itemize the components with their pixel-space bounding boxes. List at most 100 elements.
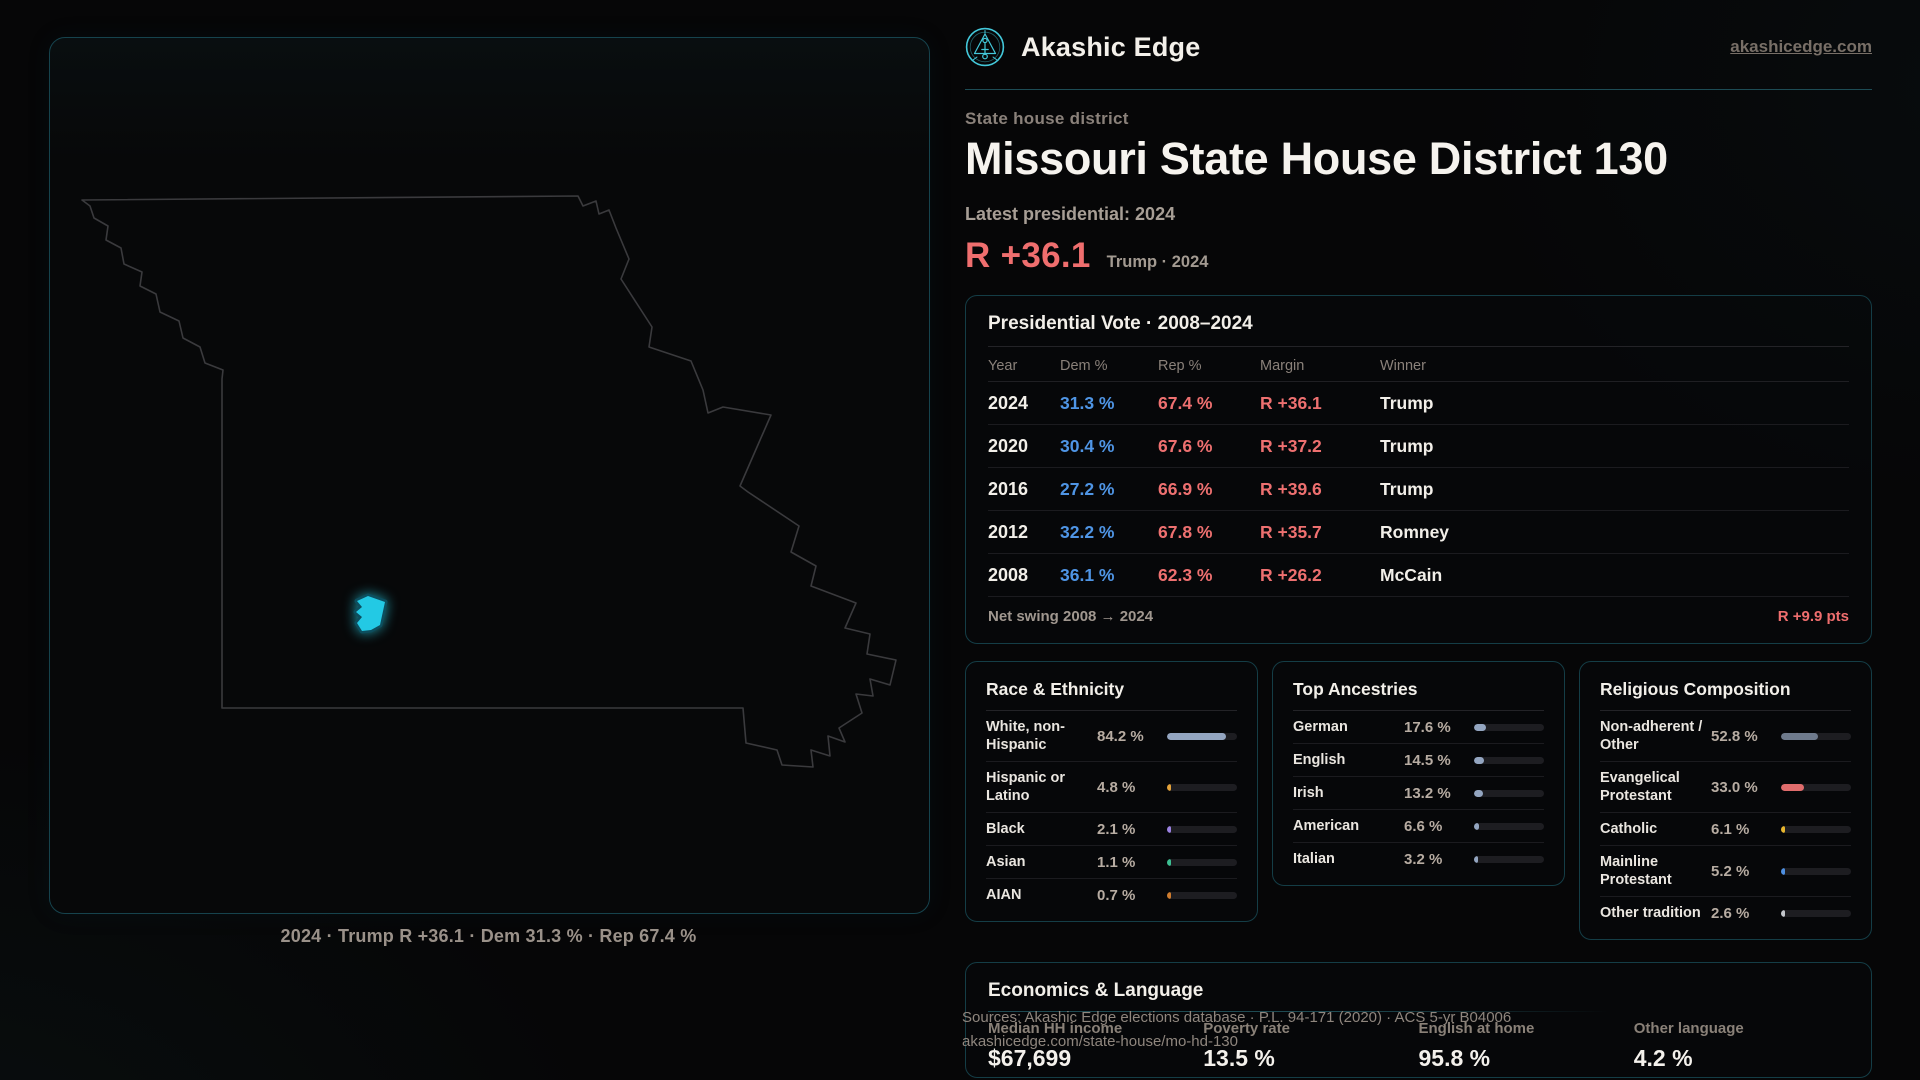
stat-row-label: Catholic bbox=[1600, 821, 1658, 837]
cell-dem: 32.2 % bbox=[1060, 521, 1115, 542]
presidential-table-header: Year Dem % Rep % Margin Winner bbox=[988, 351, 1849, 382]
brand-domain-link[interactable]: akashicedge.com bbox=[1730, 37, 1872, 56]
stat-row-value: 3.2 % bbox=[1404, 850, 1443, 868]
stat-row-label: Hispanic or Latino bbox=[986, 770, 1065, 804]
econ-stat-label: Median HH income bbox=[988, 1020, 1123, 1037]
religion-row: Evangelical Protestant 33.0 % bbox=[1600, 761, 1851, 812]
net-swing-row: Net swing 2008 → 2024 R +9.9 pts bbox=[988, 597, 1849, 635]
source-url-link[interactable]: akashicedge.com/state-house/mo-hd-130 bbox=[962, 1032, 1238, 1050]
economics-language-panel: Economics & Language Median HH income $67… bbox=[965, 962, 1872, 1078]
net-swing-label: Net swing 2008 → 2024 bbox=[988, 607, 1154, 625]
stat-bar-track bbox=[1474, 822, 1544, 830]
cell-rep: 67.6 % bbox=[1158, 435, 1213, 456]
cell-margin: R +39.6 bbox=[1260, 478, 1322, 499]
cell-year: 2008 bbox=[988, 564, 1029, 585]
divider bbox=[1600, 710, 1851, 711]
stat-row-value: 4.8 % bbox=[1097, 778, 1136, 796]
stat-bar-track bbox=[1781, 825, 1851, 833]
stat-row-label: White, non-Hispanic bbox=[986, 719, 1065, 753]
stat-bar-track bbox=[1781, 909, 1851, 917]
race-rows: White, non-Hispanic 84.2 % Hispanic or Lat… bbox=[986, 711, 1237, 911]
cell-dem: 30.4 % bbox=[1060, 435, 1115, 456]
stat-bar-track bbox=[1474, 756, 1544, 764]
ancestries-rows: German 17.6 % English 14.5 % Irish 13.2 % Amer… bbox=[1293, 711, 1544, 875]
stat-bar-track bbox=[1781, 783, 1851, 791]
cell-margin: R +35.7 bbox=[1260, 521, 1322, 542]
stat-row-value: 13.2 % bbox=[1404, 784, 1451, 802]
cell-winner: McCain bbox=[1380, 564, 1443, 585]
stat-row-label: Mainline Protestant bbox=[1600, 854, 1672, 888]
stat-row-label: Asian bbox=[986, 854, 1026, 870]
econ-stat-label: Poverty rate bbox=[1203, 1020, 1290, 1037]
econ-stat-value: 95.8 % bbox=[1418, 1045, 1491, 1071]
cell-margin: R +37.2 bbox=[1260, 435, 1322, 456]
stat-bar-fill bbox=[1781, 825, 1786, 833]
district-130-shape[interactable] bbox=[353, 593, 388, 634]
religion-row: Mainline Protestant 5.2 % bbox=[1600, 845, 1851, 896]
stat-row-label: American bbox=[1293, 818, 1360, 834]
col-margin: Margin bbox=[1260, 358, 1305, 374]
stat-row-label: Irish bbox=[1293, 785, 1324, 801]
presidential-panel-title: Presidential Vote · 2008–2024 bbox=[988, 313, 1253, 334]
demographics-row: Race & Ethnicity White, non-Hispanic 84.2… bbox=[965, 661, 1872, 940]
economics-panel-title: Economics & Language bbox=[988, 980, 1204, 1001]
stat-bar-track bbox=[1167, 891, 1237, 899]
missouri-map-panel bbox=[49, 37, 930, 914]
cell-dem: 31.3 % bbox=[1060, 392, 1115, 413]
religion-rows: Non-adherent / Other 52.8 % Evangelical Pr… bbox=[1600, 711, 1851, 929]
stat-bar-fill bbox=[1474, 723, 1487, 731]
religion-row: Catholic 6.1 % bbox=[1600, 812, 1851, 845]
page-title: Missouri State House District 130 bbox=[965, 133, 1668, 184]
stat-row-value: 17.6 % bbox=[1404, 718, 1451, 736]
stat-bar-track bbox=[1474, 789, 1544, 797]
cell-margin: R +36.1 bbox=[1260, 392, 1322, 413]
state-outline bbox=[81, 195, 897, 768]
ancestries-row: Irish 13.2 % bbox=[1293, 776, 1544, 809]
stat-bar-fill bbox=[1167, 825, 1172, 833]
stat-bar-fill bbox=[1474, 822, 1479, 830]
cell-dem: 27.2 % bbox=[1060, 478, 1115, 499]
cell-dem: 36.1 % bbox=[1060, 564, 1115, 585]
presidential-row: 2012 32.2 % 67.8 % R +35.7 Romney bbox=[988, 511, 1849, 554]
margin-value: R +36.1 bbox=[965, 236, 1091, 275]
stat-bar-track bbox=[1474, 855, 1544, 863]
brand-name: Akashic Edge bbox=[1021, 31, 1201, 62]
top-ancestries-panel: Top Ancestries German 17.6 % English 14.5 %… bbox=[1272, 661, 1565, 886]
stat-row-value: 6.6 % bbox=[1404, 817, 1443, 835]
stat-bar-fill bbox=[1167, 783, 1172, 791]
stat-bar-fill bbox=[1167, 891, 1172, 899]
race-row: Hispanic or Latino 4.8 % bbox=[986, 761, 1237, 812]
stat-row-value: 2.6 % bbox=[1711, 904, 1750, 922]
stat-row-value: 33.0 % bbox=[1711, 778, 1758, 796]
cell-winner: Trump bbox=[1380, 478, 1434, 499]
stat-bar-fill bbox=[1474, 756, 1485, 764]
stat-bar-track bbox=[1167, 858, 1237, 866]
stat-bar-track bbox=[1167, 732, 1237, 740]
econ-stat-value: $67,699 bbox=[988, 1045, 1072, 1071]
divider bbox=[988, 346, 1849, 347]
stat-row-value: 14.5 % bbox=[1404, 751, 1451, 769]
cell-year: 2016 bbox=[988, 478, 1029, 499]
stat-row-value: 6.1 % bbox=[1711, 820, 1750, 838]
cell-winner: Trump bbox=[1380, 435, 1434, 456]
race-row: Asian 1.1 % bbox=[986, 845, 1237, 878]
race-panel-title: Race & Ethnicity bbox=[986, 679, 1125, 699]
latest-presidential-label: Latest presidential: 2024 bbox=[965, 204, 1176, 224]
stat-row-label: German bbox=[1293, 719, 1348, 735]
cell-year: 2012 bbox=[988, 521, 1029, 542]
presidential-row: 2020 30.4 % 67.6 % R +37.2 Trump bbox=[988, 425, 1849, 468]
akashic-edge-logo-icon bbox=[965, 27, 1005, 67]
cell-winner: Romney bbox=[1380, 521, 1450, 542]
ancestries-row: German 17.6 % bbox=[1293, 711, 1544, 743]
race-row: AIAN 0.7 % bbox=[986, 878, 1237, 911]
col-winner: Winner bbox=[1380, 358, 1426, 374]
stat-bar-fill bbox=[1474, 789, 1484, 797]
cell-rep: 66.9 % bbox=[1158, 478, 1213, 499]
ancestries-row: English 14.5 % bbox=[1293, 743, 1544, 776]
stat-row-label: Italian bbox=[1293, 851, 1335, 867]
econ-stat: Other language 4.2 % bbox=[1634, 1020, 1849, 1072]
econ-stat: Poverty rate 13.5 % bbox=[1203, 1020, 1418, 1072]
cell-rep: 62.3 % bbox=[1158, 564, 1213, 585]
col-dem: Dem % bbox=[1060, 358, 1108, 374]
cell-margin: R +26.2 bbox=[1260, 564, 1322, 585]
